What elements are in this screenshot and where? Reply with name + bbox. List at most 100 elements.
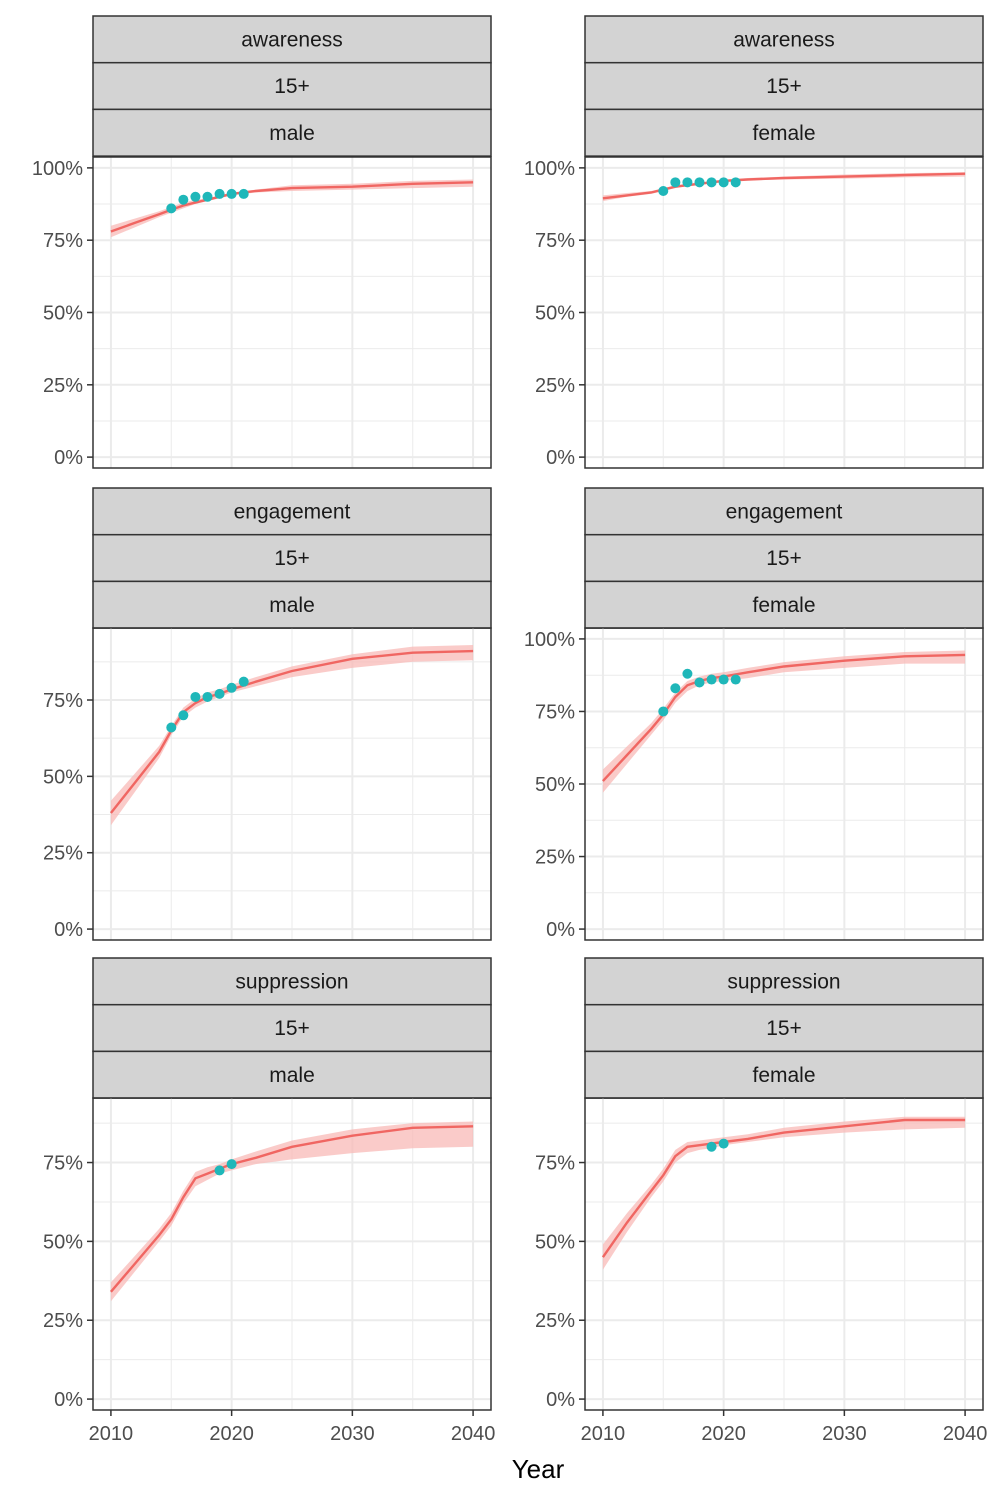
observed-point xyxy=(682,177,693,188)
y-tick-label: 50% xyxy=(43,303,83,325)
fit-line xyxy=(110,181,474,233)
x-tick-label: 2040 xyxy=(943,1423,988,1445)
observed-point xyxy=(718,674,729,685)
fit-line xyxy=(602,653,966,782)
observed-point xyxy=(238,188,249,199)
y-tick-label: 0% xyxy=(54,919,83,941)
facet-strip-label: suppression xyxy=(235,970,348,993)
facet-strip xyxy=(584,1003,984,1053)
y-tick-label: 75% xyxy=(535,230,575,252)
y-tick-label: 25% xyxy=(43,1310,83,1332)
observed-point xyxy=(706,674,717,685)
facet-strip-label: awareness xyxy=(733,28,835,51)
observed-point xyxy=(190,691,201,702)
fit-line xyxy=(601,1118,966,1258)
observed-point xyxy=(718,177,729,188)
facet-strip xyxy=(92,61,492,111)
y-tick-label: 50% xyxy=(535,303,575,325)
y-tick-label: 100% xyxy=(524,629,575,651)
facet-strip xyxy=(92,15,492,64)
observed-point xyxy=(190,191,201,202)
facet-panel: engagement 15+ male 0% 25% 50% 75% xyxy=(43,487,492,941)
y-tick-label: 50% xyxy=(535,1231,575,1253)
observed-point xyxy=(706,1141,717,1152)
y-tick-label: 75% xyxy=(535,1153,575,1175)
x-tick-label: 2020 xyxy=(209,1423,254,1445)
observed-point xyxy=(694,677,705,688)
facet-strip-label: male xyxy=(269,594,315,617)
facet-strip-label: 15+ xyxy=(766,75,802,98)
facet-strip-label: 15+ xyxy=(274,1017,310,1040)
y-tick-label: 25% xyxy=(535,1310,575,1332)
facet-strip xyxy=(92,533,492,583)
observed-point xyxy=(214,688,225,699)
facet-strip xyxy=(584,957,984,1006)
x-tick-label: 2010 xyxy=(581,1423,626,1445)
observed-point xyxy=(226,682,237,693)
facet-strip-label: engagement xyxy=(234,500,351,523)
panel-border xyxy=(92,1097,492,1411)
fit-uncertainty-band xyxy=(110,1121,474,1302)
facet-strip xyxy=(584,487,984,536)
panel-border xyxy=(584,1097,984,1411)
facet-panel: awareness 15+ female 0% 25% 50% 75% 100% xyxy=(524,15,984,469)
facet-strip-label: female xyxy=(752,122,815,145)
facet-strip xyxy=(584,533,984,583)
panels-layer: awareness 15+ male 0% 25% 50% 75% 100% awareness… xyxy=(32,15,988,1445)
facet-strip xyxy=(92,580,492,629)
y-tick-label: 75% xyxy=(43,1153,83,1175)
observed-point xyxy=(706,177,717,188)
x-tick-label: 2020 xyxy=(701,1423,746,1445)
x-tick-label: 2040 xyxy=(451,1423,496,1445)
facet-strip xyxy=(92,1003,492,1053)
observed-point xyxy=(238,676,249,687)
facet-strip xyxy=(92,108,492,157)
observed-point xyxy=(670,683,681,694)
y-tick-label: 0% xyxy=(54,1389,83,1411)
facet-strip-label: 15+ xyxy=(766,547,802,570)
y-tick-label: 75% xyxy=(43,230,83,252)
y-tick-label: 25% xyxy=(535,375,575,397)
x-tick-label: 2030 xyxy=(330,1423,375,1445)
facet-strip-label: female xyxy=(752,594,815,617)
fit-line xyxy=(109,1125,474,1293)
y-tick-label: 75% xyxy=(535,701,575,723)
facet-strip xyxy=(584,108,984,157)
fit-uncertainty-band xyxy=(110,179,474,238)
observed-point xyxy=(166,203,177,214)
y-tick-label: 25% xyxy=(43,375,83,397)
observed-point xyxy=(214,1165,225,1176)
y-tick-label: 0% xyxy=(546,1389,575,1411)
fit-uncertainty-band xyxy=(602,650,966,793)
fit-line xyxy=(602,172,966,200)
facet-strip-label: male xyxy=(269,1064,315,1087)
observed-point xyxy=(730,674,741,685)
facet-strip-label: male xyxy=(269,122,315,145)
y-tick-label: 75% xyxy=(43,690,83,712)
panel-border xyxy=(92,627,492,941)
y-tick-label: 100% xyxy=(524,158,575,180)
observed-point xyxy=(202,191,213,202)
facet-panel: awareness 15+ male 0% 25% 50% 75% 100% xyxy=(32,15,492,469)
observed-point xyxy=(658,186,669,197)
facet-strip xyxy=(92,487,492,536)
facet-strip-label: awareness xyxy=(241,28,343,51)
y-tick-label: 25% xyxy=(43,843,83,865)
x-axis-title: Year xyxy=(512,1454,565,1484)
y-tick-label: 50% xyxy=(43,766,83,788)
y-tick-label: 100% xyxy=(32,158,83,180)
observed-point xyxy=(718,1138,729,1149)
observed-point xyxy=(682,668,693,679)
observed-point xyxy=(178,194,189,205)
facet-strip xyxy=(584,580,984,629)
facet-strip-label: suppression xyxy=(727,970,840,993)
x-tick-label: 2030 xyxy=(822,1423,867,1445)
y-tick-label: 50% xyxy=(43,1231,83,1253)
observed-point xyxy=(178,710,189,721)
facet-strip-label: engagement xyxy=(726,500,843,523)
observed-point xyxy=(658,706,669,717)
observed-point xyxy=(166,722,177,733)
facet-strip-label: female xyxy=(752,1064,815,1087)
facet-strip-label: 15+ xyxy=(766,1017,802,1040)
